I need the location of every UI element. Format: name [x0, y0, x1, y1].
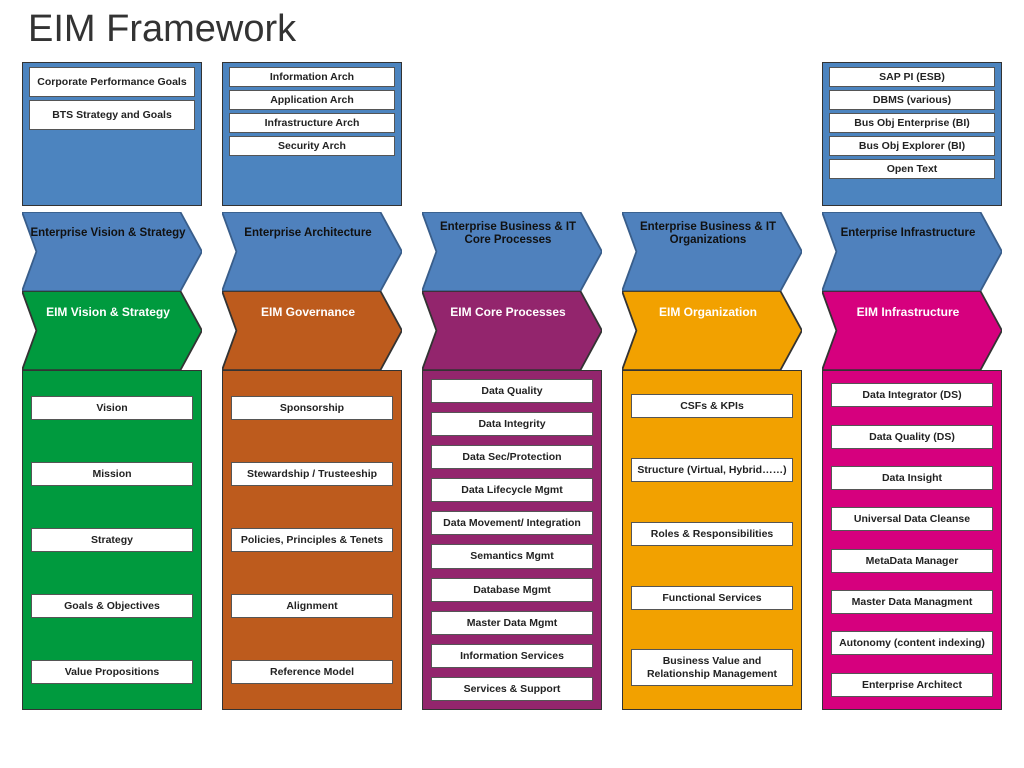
bottom-item: Data Insight — [831, 466, 993, 490]
bottom-item: Enterprise Architect — [831, 673, 993, 697]
top-item: BTS Strategy and Goals — [29, 100, 195, 130]
bottom-item: Data Sec/Protection — [431, 445, 593, 469]
eim-label: EIM Vision & Strategy — [28, 291, 188, 335]
bottom-item: Reference Model — [231, 660, 393, 684]
enterprise-label: Enterprise Infrastructure — [828, 212, 988, 256]
bottom-box: Data Integrator (DS) Data Quality (DS) Dat… — [822, 370, 1002, 710]
bottom-item: Data Movement/ Integration — [431, 511, 593, 535]
bottom-item: Data Lifecycle Mgmt — [431, 478, 593, 502]
top-item: Bus Obj Explorer (BI) — [829, 136, 995, 156]
eim-arrow: EIM Vision & Strategy — [22, 291, 202, 335]
bottom-item: Semantics Mgmt — [431, 544, 593, 568]
top-item: SAP PI (ESB) — [829, 67, 995, 87]
enterprise-arrow: Enterprise Infrastructure — [822, 212, 1002, 256]
top-item: Bus Obj Enterprise (BI) — [829, 113, 995, 133]
top-item: Security Arch — [229, 136, 395, 156]
bottom-box: CSFs & KPIs Structure (Virtual, Hybrid……)… — [622, 370, 802, 710]
bottom-item: Stewardship / Trusteeship — [231, 462, 393, 486]
top-item: DBMS (various) — [829, 90, 995, 110]
column-vision: Corporate Performance GoalsBTS Strategy … — [22, 62, 202, 710]
enterprise-arrow: Enterprise Architecture — [222, 212, 402, 256]
bottom-item: Functional Services — [631, 586, 793, 610]
column-org: Enterprise Business & IT Organizations E… — [622, 62, 802, 710]
top-item: Corporate Performance Goals — [29, 67, 195, 97]
bottom-item: Structure (Virtual, Hybrid……) — [631, 458, 793, 482]
enterprise-label: Enterprise Architecture — [228, 212, 388, 256]
bottom-item: Services & Support — [431, 677, 593, 701]
bottom-item: Value Propositions — [31, 660, 193, 684]
eim-arrow: EIM Infrastructure — [822, 291, 1002, 335]
bottom-item: Roles & Responsibilities — [631, 522, 793, 546]
enterprise-arrow: Enterprise Vision & Strategy — [22, 212, 202, 256]
bottom-item: Database Mgmt — [431, 578, 593, 602]
bottom-item: Data Integrator (DS) — [831, 383, 993, 407]
top-item: Information Arch — [229, 67, 395, 87]
top-box: Information Arch Application Arch Infrastr… — [222, 62, 402, 206]
bottom-item: Data Quality — [431, 379, 593, 403]
column-infra: SAP PI (ESB) DBMS (various) Bus Obj Enterp… — [822, 62, 1002, 710]
eim-label: EIM Infrastructure — [828, 291, 988, 335]
bottom-item: Mission — [31, 462, 193, 486]
eim-arrow: EIM Organization — [622, 291, 802, 335]
bottom-item: Data Integrity — [431, 412, 593, 436]
bottom-box: Vision Mission Strategy Goals & Objectives V… — [22, 370, 202, 710]
enterprise-label: Enterprise Business & IT Organizations — [628, 212, 788, 256]
page-title: EIM Framework — [28, 8, 296, 51]
bottom-item: MetaData Manager — [831, 549, 993, 573]
bottom-item: Alignment — [231, 594, 393, 618]
eim-arrow: EIM Core Processes — [422, 291, 602, 335]
bottom-item: Universal Data Cleanse — [831, 507, 993, 531]
bottom-item: Data Quality (DS) — [831, 425, 993, 449]
top-box: SAP PI (ESB) DBMS (various) Bus Obj Enterp… — [822, 62, 1002, 206]
framework-columns: Corporate Performance GoalsBTS Strategy … — [22, 62, 1002, 710]
bottom-item: Business Value and Relationship Manageme… — [631, 649, 793, 685]
top-item: Open Text — [829, 159, 995, 179]
column-core: Enterprise Business & IT Core Processes … — [422, 62, 602, 710]
bottom-box: Sponsorship Stewardship / Trusteeship Poli… — [222, 370, 402, 710]
bottom-item: Master Data Managment — [831, 590, 993, 614]
enterprise-label: Enterprise Business & IT Core Processes — [428, 212, 588, 256]
bottom-item: Strategy — [31, 528, 193, 552]
bottom-item: Information Services — [431, 644, 593, 668]
bottom-item: Policies, Principles & Tenets — [231, 528, 393, 552]
eim-label: EIM Organization — [628, 291, 788, 335]
bottom-item: CSFs & KPIs — [631, 394, 793, 418]
bottom-item: Vision — [31, 396, 193, 420]
enterprise-arrow: Enterprise Business & IT Core Processes — [422, 212, 602, 256]
bottom-box: Data Quality Data Integrity Data Sec/Prote… — [422, 370, 602, 710]
top-item: Application Arch — [229, 90, 395, 110]
eim-arrow: EIM Governance — [222, 291, 402, 335]
eim-label: EIM Core Processes — [428, 291, 588, 335]
top-box: Corporate Performance GoalsBTS Strategy … — [22, 62, 202, 206]
enterprise-label: Enterprise Vision & Strategy — [28, 212, 188, 256]
bottom-item: Goals & Objectives — [31, 594, 193, 618]
column-governance: Information Arch Application Arch Infrastr… — [222, 62, 402, 710]
enterprise-arrow: Enterprise Business & IT Organizations — [622, 212, 802, 256]
top-item: Infrastructure Arch — [229, 113, 395, 133]
eim-label: EIM Governance — [228, 291, 388, 335]
bottom-item: Autonomy (content indexing) — [831, 631, 993, 655]
bottom-item: Sponsorship — [231, 396, 393, 420]
bottom-item: Master Data Mgmt — [431, 611, 593, 635]
